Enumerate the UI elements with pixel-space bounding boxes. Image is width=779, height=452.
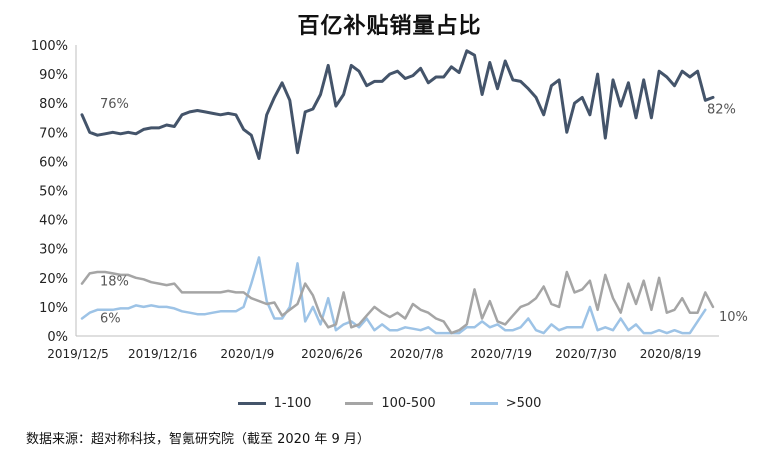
legend-item-500-plus: >500: [469, 396, 542, 411]
legend-label-1-100: 1-100: [273, 396, 312, 411]
source-note: 数据来源：超对称科技，智氪研究院（截至 2020 年 9 月）: [26, 432, 370, 447]
legend: 1-100 100-500 >500: [0, 396, 779, 411]
y-tick-label: 100%: [31, 39, 68, 54]
x-tick-label: 2020/7/30: [555, 347, 617, 361]
x-tick-label: 2020/7/19: [470, 347, 532, 361]
legend-label-100-500: 100-500: [381, 396, 436, 411]
y-tick-label: 10%: [39, 301, 68, 316]
data-label: 76%: [100, 97, 129, 112]
data-label: 9%: [723, 0, 744, 4]
chart-title: 百亿补贴销量占比: [297, 14, 482, 39]
y-tick-label: 90%: [39, 68, 68, 83]
legend-swatch-100-500: [345, 402, 374, 405]
data-label: 18%: [100, 275, 129, 290]
y-tick-label: 40%: [39, 214, 68, 229]
x-tick-label: 2019/12/5: [47, 347, 109, 361]
series-line-2: [80, 256, 707, 335]
x-tick-label: 2020/8/19: [640, 347, 702, 361]
x-tick-label: 2020/6/26: [301, 347, 363, 361]
x-tick-label: 2020/1/9: [220, 347, 274, 361]
legend-item-100-500: 100-500: [345, 396, 436, 411]
legend-label-500-plus: >500: [505, 396, 542, 411]
data-label: 6%: [100, 312, 121, 327]
legend-item-1-100: 1-100: [237, 396, 312, 411]
x-tick-label: 2020/7/8: [390, 347, 444, 361]
data-label: 10%: [719, 310, 748, 325]
y-tick-label: 70%: [39, 126, 68, 141]
x-tick-label: 2019/12/16: [128, 347, 197, 361]
series-line-1: [80, 270, 715, 335]
y-tick-label: 50%: [39, 185, 68, 200]
y-tick-label: 80%: [39, 97, 68, 112]
legend-swatch-1-100: [237, 402, 266, 405]
y-tick-label: 20%: [39, 272, 68, 287]
legend-swatch-500-plus: [469, 402, 498, 405]
y-tick-label: 60%: [39, 155, 68, 170]
data-label: 82%: [707, 102, 736, 117]
y-tick-label: 0%: [47, 330, 68, 345]
y-tick-label: 30%: [39, 243, 68, 258]
series-line-0: [80, 49, 715, 160]
